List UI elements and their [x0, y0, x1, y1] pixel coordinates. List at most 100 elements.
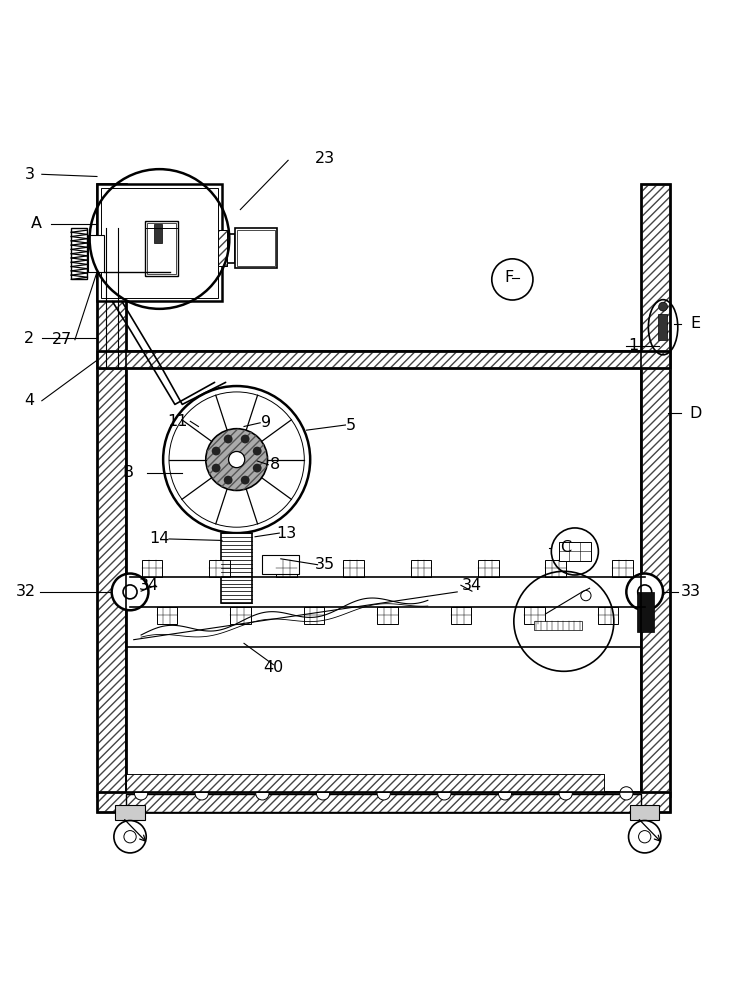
- Circle shape: [206, 429, 268, 490]
- Bar: [658, 314, 666, 340]
- Bar: [218, 230, 227, 266]
- Bar: [451, 607, 471, 624]
- Circle shape: [224, 476, 232, 485]
- Circle shape: [212, 464, 221, 472]
- Bar: [222, 234, 235, 263]
- Text: 9: 9: [261, 415, 271, 430]
- Bar: [598, 607, 618, 624]
- Bar: [524, 607, 545, 624]
- Circle shape: [123, 585, 137, 599]
- Circle shape: [163, 386, 310, 533]
- Text: 14: 14: [149, 531, 170, 546]
- Bar: [209, 560, 230, 577]
- Text: 34: 34: [138, 578, 159, 593]
- Text: 1: 1: [629, 338, 639, 353]
- Circle shape: [195, 787, 208, 800]
- Text: 23: 23: [315, 151, 335, 166]
- Text: 8: 8: [270, 457, 280, 472]
- Text: B: B: [123, 465, 134, 480]
- Bar: [142, 560, 162, 577]
- Bar: [126, 794, 641, 812]
- Bar: [559, 542, 591, 561]
- Bar: [377, 607, 398, 624]
- Bar: [303, 607, 324, 624]
- Text: 33: 33: [681, 584, 701, 599]
- Circle shape: [498, 787, 511, 800]
- Bar: [235, 228, 277, 268]
- Circle shape: [438, 787, 451, 800]
- Text: F: F: [504, 270, 514, 285]
- Bar: [97, 792, 670, 812]
- Bar: [126, 774, 604, 792]
- Bar: [100, 188, 218, 298]
- Circle shape: [241, 476, 249, 485]
- Bar: [145, 221, 178, 276]
- Text: C: C: [560, 540, 572, 555]
- Circle shape: [317, 787, 330, 800]
- Bar: [97, 184, 126, 368]
- Circle shape: [114, 821, 146, 853]
- Bar: [343, 560, 364, 577]
- Bar: [478, 560, 498, 577]
- Bar: [534, 621, 582, 630]
- Bar: [276, 560, 297, 577]
- Text: E: E: [690, 316, 700, 331]
- Bar: [97, 368, 126, 796]
- Bar: [147, 223, 176, 274]
- Circle shape: [581, 590, 591, 601]
- Circle shape: [659, 302, 667, 311]
- Circle shape: [627, 574, 663, 610]
- Circle shape: [256, 787, 269, 800]
- Bar: [97, 351, 670, 368]
- Bar: [88, 235, 104, 272]
- Circle shape: [229, 451, 245, 468]
- Bar: [641, 184, 670, 796]
- Text: 35: 35: [315, 557, 335, 572]
- Circle shape: [212, 447, 221, 455]
- Bar: [97, 184, 222, 301]
- Text: D: D: [689, 406, 702, 421]
- Circle shape: [638, 585, 652, 599]
- Text: 2: 2: [24, 331, 35, 346]
- Bar: [230, 607, 251, 624]
- Bar: [411, 560, 431, 577]
- Bar: [613, 560, 633, 577]
- Circle shape: [629, 821, 661, 853]
- Bar: [545, 560, 566, 577]
- Text: 34: 34: [462, 578, 482, 593]
- Circle shape: [559, 787, 572, 800]
- Bar: [630, 805, 660, 820]
- Bar: [221, 533, 252, 603]
- Circle shape: [377, 787, 390, 800]
- Text: 5: 5: [345, 418, 356, 433]
- Text: 13: 13: [277, 526, 297, 541]
- Bar: [238, 230, 275, 266]
- Bar: [72, 228, 87, 279]
- Text: 11: 11: [168, 414, 188, 429]
- Bar: [97, 368, 126, 796]
- Circle shape: [134, 787, 148, 800]
- Bar: [156, 607, 177, 624]
- Bar: [154, 224, 162, 243]
- Bar: [115, 805, 145, 820]
- Circle shape: [111, 574, 148, 610]
- Circle shape: [253, 447, 261, 455]
- Bar: [641, 184, 670, 796]
- Circle shape: [620, 787, 633, 800]
- Text: A: A: [31, 216, 42, 231]
- Text: 40: 40: [263, 660, 283, 675]
- Bar: [218, 230, 227, 266]
- Bar: [126, 794, 641, 812]
- Circle shape: [241, 435, 249, 443]
- Bar: [97, 184, 126, 368]
- Text: 3: 3: [24, 167, 35, 182]
- Circle shape: [224, 435, 232, 443]
- Bar: [638, 592, 654, 632]
- Text: 32: 32: [15, 584, 35, 599]
- Bar: [97, 792, 670, 812]
- Text: 4: 4: [24, 393, 35, 408]
- Bar: [263, 555, 299, 574]
- Text: 27: 27: [52, 332, 72, 347]
- Bar: [126, 774, 604, 792]
- Bar: [97, 351, 670, 368]
